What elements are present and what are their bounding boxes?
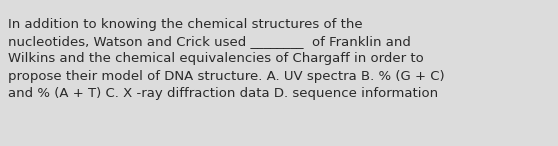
- Text: propose their model of DNA structure. A. UV spectra B. % (G + C): propose their model of DNA structure. A.…: [8, 70, 445, 83]
- Text: nucleotides, Watson and Crick used ________  of Franklin and: nucleotides, Watson and Crick used _____…: [8, 35, 411, 48]
- Text: Wilkins and the chemical equivalencies of Chargaff in order to: Wilkins and the chemical equivalencies o…: [8, 52, 424, 65]
- Text: and % (A + T) C. X -ray diffraction data D. sequence information: and % (A + T) C. X -ray diffraction data…: [8, 87, 439, 100]
- Text: In addition to knowing the chemical structures of the: In addition to knowing the chemical stru…: [8, 18, 363, 31]
